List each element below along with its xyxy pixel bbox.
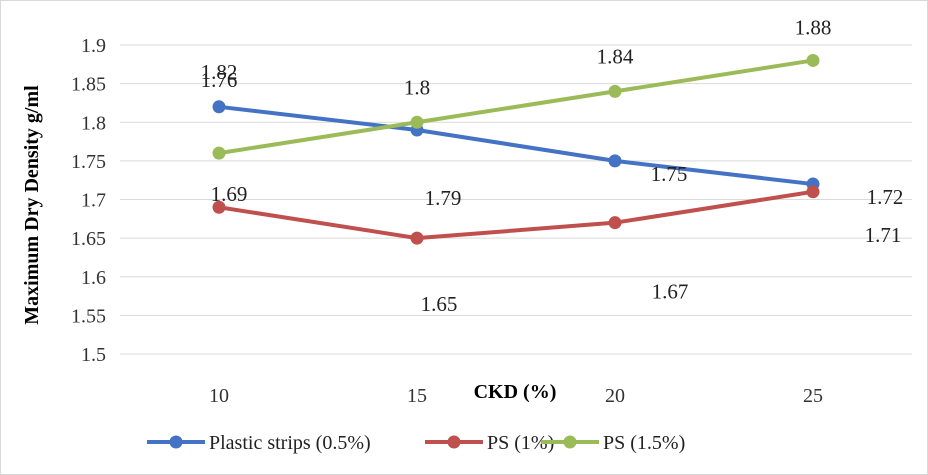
y-tick-label: 1.5 [81, 344, 106, 366]
series-line-1 [218, 189, 814, 241]
data-label: 1.72 [867, 185, 904, 209]
data-point [608, 84, 622, 98]
legend-label: PS (1%) [487, 432, 554, 454]
data-labels: 1.82 1.79 1.75 1.72 1.69 1.65 1.67 1.71 1.76 1.8 1… [201, 15, 904, 316]
y-axis-ticks: 1.5 1.55 1.6 1.65 1.7 1.75 1.8 1.85 1.9 [71, 35, 106, 366]
data-label: 1.71 [865, 223, 902, 247]
legend-marker [447, 435, 461, 449]
x-tick-label: 25 [803, 385, 823, 407]
data-point [410, 115, 424, 129]
data-label: 1.67 [652, 280, 689, 304]
data-point [806, 53, 820, 67]
data-point [806, 185, 820, 199]
data-point [608, 154, 622, 168]
data-label: 1.88 [795, 15, 832, 39]
data-label: 1.8 [404, 75, 430, 99]
x-tick-label: 20 [605, 385, 625, 407]
data-label: 1.76 [201, 68, 238, 92]
data-label: 1.75 [651, 162, 688, 186]
y-tick-label: 1.85 [71, 74, 106, 96]
legend-marker [169, 435, 183, 449]
x-tick-label: 15 [407, 385, 427, 407]
legend: Plastic strips (0.5%) PS (1%) PS (1.5%) [147, 432, 685, 454]
data-point [212, 100, 226, 114]
series-lines [212, 53, 820, 245]
y-tick-label: 1.75 [71, 151, 106, 173]
data-label: 1.65 [421, 292, 458, 316]
legend-label: Plastic strips (0.5%) [209, 432, 371, 454]
series-line-2 [218, 58, 814, 156]
data-label: 1.82 [201, 60, 238, 84]
y-axis-title: Maximum Dry Density g/ml [21, 85, 43, 325]
y-tick-label: 1.6 [81, 267, 106, 289]
data-point [608, 216, 622, 230]
legend-marker [563, 435, 577, 449]
data-label: 1.79 [425, 186, 462, 210]
y-tick-label: 1.9 [81, 35, 106, 57]
y-tick-label: 1.8 [81, 112, 106, 134]
data-label: 1.84 [597, 44, 634, 68]
y-tick-label: 1.65 [71, 228, 106, 250]
x-axis-ticks: 10 15 20 25 [209, 385, 823, 407]
x-tick-label: 10 [209, 385, 229, 407]
data-point [212, 146, 226, 160]
legend-label: PS (1.5%) [603, 432, 685, 454]
series-line-0 [218, 104, 814, 187]
data-label: 1.69 [211, 182, 248, 206]
gridlines [120, 44, 912, 355]
data-point [410, 231, 424, 245]
y-tick-label: 1.55 [71, 305, 106, 327]
y-tick-label: 1.7 [81, 190, 106, 212]
x-axis-title: CKD (%) [474, 381, 557, 403]
data-point [212, 200, 226, 214]
